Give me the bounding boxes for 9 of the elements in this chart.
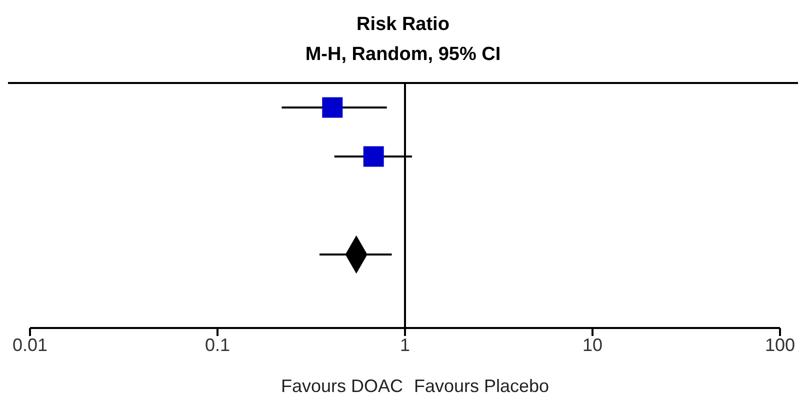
- text: Favours Placebo: [414, 376, 550, 397]
- x-tick-label: 0.01: [12, 334, 48, 355]
- x-tick-label: 100: [764, 334, 796, 355]
- text: Favours DOAC: [280, 376, 403, 397]
- x-tick-label: 10: [582, 334, 603, 355]
- x-tick-label: 1: [400, 334, 410, 355]
- x-tick-label: 0.1: [204, 334, 230, 355]
- chart-title: Risk Ratio: [356, 14, 450, 36]
- chart-subtitle: M-H, Random, 95% CI: [304, 44, 502, 66]
